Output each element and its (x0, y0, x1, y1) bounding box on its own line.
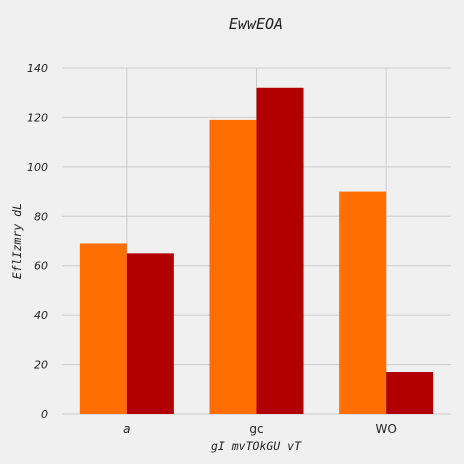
y-tick-label: 100 (27, 161, 48, 174)
y-tick-label: 140 (27, 62, 48, 75)
bar-series-1 (209, 119, 257, 415)
bar-series-2 (256, 87, 304, 415)
y-tick-label: 120 (27, 111, 48, 124)
y-tick-label: 20 (34, 359, 48, 372)
bar-series-1 (339, 191, 387, 414)
bars (79, 87, 434, 415)
chart-title: EwwEOA (229, 15, 283, 33)
x-axis-label: gI mvTOkGU vT (211, 439, 302, 453)
y-tick-label: 80 (34, 210, 48, 223)
y-tick-label: 0 (41, 408, 48, 421)
y-tick-label: 40 (34, 309, 48, 322)
y-tick-labels: 0 20 40 60 80 100 120 140 (27, 62, 48, 421)
y-axis-label: EflIzmry dL (10, 203, 24, 279)
bar-series-1 (79, 243, 127, 414)
bar-series-2 (126, 253, 174, 414)
bar-series-2 (386, 371, 434, 414)
y-tick-label: 60 (34, 260, 48, 273)
x-tick-label: WO (376, 422, 397, 436)
x-tick-label: a (123, 422, 130, 436)
x-tick-labels: a gc WO (123, 422, 397, 436)
x-tick-label: gc (249, 422, 263, 436)
